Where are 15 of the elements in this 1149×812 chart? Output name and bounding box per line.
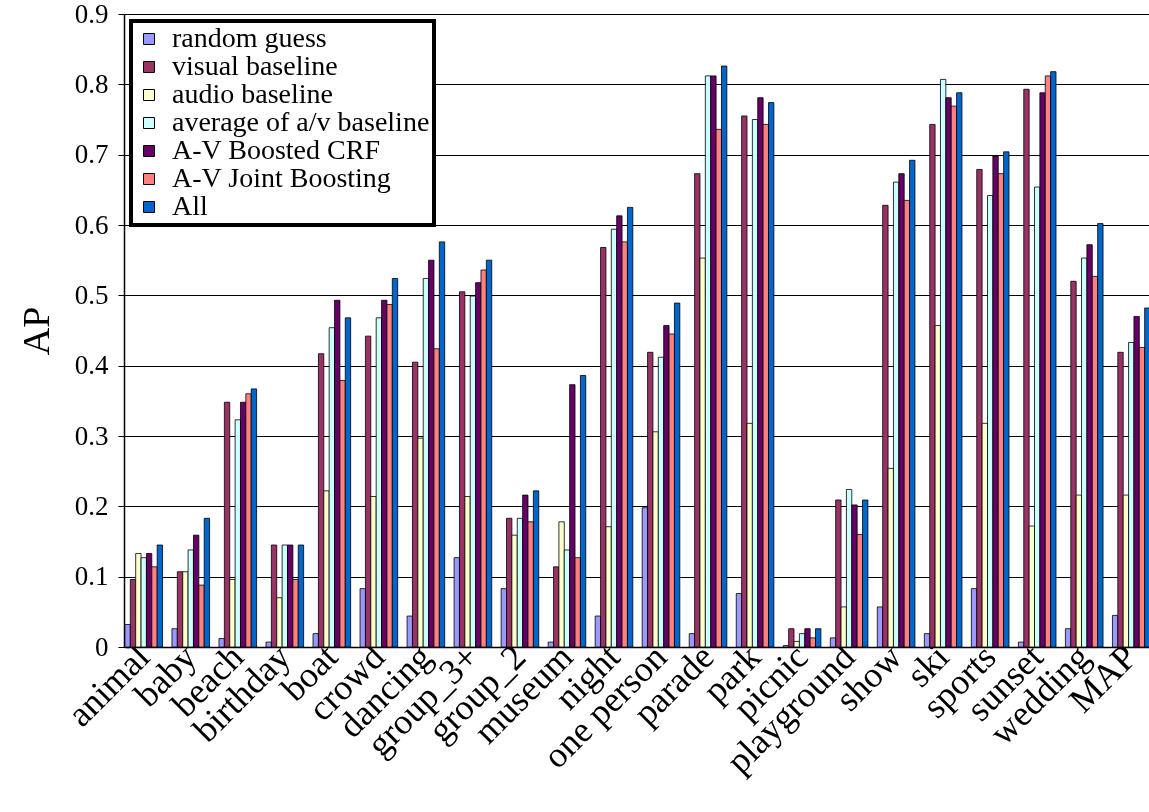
y-tick-label: 0.7 [74, 139, 109, 170]
legend-label: audio baseline [172, 78, 333, 109]
y-tick-label: 0.3 [74, 420, 109, 451]
y-tick-label: 0.1 [74, 561, 109, 592]
y-axis-title: AP [14, 306, 57, 356]
y-tick-label: 0.2 [74, 490, 109, 521]
legend-label: All [172, 190, 208, 221]
legend-label: random guess [172, 22, 327, 53]
legend-label: average of a/v baseline [172, 106, 430, 137]
y-tick-label: 0.4 [74, 350, 109, 381]
y-tick-label: 0.8 [74, 68, 109, 99]
y-tick-label: 0.9 [74, 0, 109, 29]
y-tick-label: 0.6 [74, 209, 109, 240]
legend-label: A-V Joint Boosting [172, 162, 391, 193]
y-tick-label: 0.5 [74, 279, 109, 310]
